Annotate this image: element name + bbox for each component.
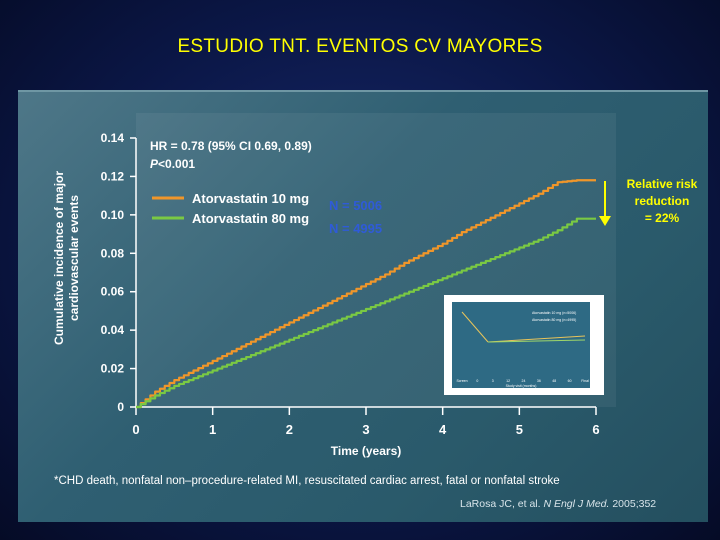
x-tick-label: 5 [516, 422, 523, 437]
y-tick-label: 0.14 [101, 131, 125, 145]
citation: LaRosa JC, et al. N Engl J Med. 2005;352 [460, 498, 656, 510]
hr-text: HR = 0.78 (95% CI 0.69, 0.89) [150, 139, 312, 153]
legend-n-10mg: N = 5006 [329, 198, 382, 213]
inset-x-tick-label: 3 [492, 379, 494, 383]
y-tick-label: 0 [117, 400, 124, 414]
y-tick-label: 0.10 [101, 208, 125, 222]
x-axis-label: Time (years) [331, 444, 401, 458]
inset-x-tick-label: 12 [506, 379, 510, 383]
citation-journal: N Engl J Med. [543, 498, 610, 510]
inset-x-tick-label: 24 [522, 379, 526, 383]
legend-label-10mg: Atorvastatin 10 mg [192, 191, 309, 206]
inset-series-10mg [461, 311, 489, 343]
x-tick-label: 2 [286, 422, 293, 437]
p-value-text: P<0.001 [150, 157, 195, 171]
x-tick-label: 3 [362, 422, 369, 437]
inset-legend-10mg: Atorvastatin 10 mg (n=5006) [532, 311, 576, 315]
inset-x-tick-label: 36 [537, 379, 541, 383]
inset-plot-bg [452, 302, 590, 388]
x-tick-label: 6 [592, 422, 599, 437]
rrr-text-line3: = 22% [645, 211, 680, 225]
legend-label-80mg: Atorvastatin 80 mg [192, 211, 309, 226]
rrr-text-line1: Relative risk [627, 177, 698, 191]
inset-x-tick-label: 48 [552, 379, 556, 383]
rrr-arrow-head [599, 216, 611, 226]
citation-year: 2005;352 [612, 498, 657, 510]
axis-ticks: 00.020.040.060.080.100.120.140 1 2 3 4 5 6 [101, 131, 600, 437]
citation-authors: LaRosa JC, et al. [460, 498, 541, 510]
y-axis-label-line1: Cumulative incidence of major [52, 171, 66, 345]
inset-x-tick-label: 0 [476, 379, 478, 383]
y-tick-label: 0.06 [101, 285, 125, 299]
x-tick-label: 4 [439, 422, 447, 437]
inset-series-10mg-flat [487, 335, 586, 343]
inset-x-tick-label: 60 [568, 379, 572, 383]
inset-x-ticks: Screen 0 3 12 24 36 48 60 Final [456, 379, 589, 383]
inset-x-label: Study visit (months) [506, 384, 537, 388]
series-line-80mg [136, 217, 596, 409]
y-tick-label: 0.08 [101, 246, 125, 260]
footnote: *CHD death, nonfatal non–procedure-relat… [54, 475, 560, 487]
x-tick-label: 0 [132, 422, 139, 437]
series-line-10mg [136, 179, 596, 409]
series-lines [136, 179, 596, 409]
legend-n-80mg: N = 4995 [329, 221, 382, 236]
inset-x-tick-label: Final [581, 379, 589, 383]
inset-chart: Atorvastatin 10 mg (n=5006) Atorvastatin… [444, 295, 604, 395]
p-value-rest: <0.001 [158, 157, 195, 171]
inset-x-tick-label: Screen [456, 379, 467, 383]
p-value-italic: P [150, 157, 159, 171]
x-tick-label: 1 [209, 422, 216, 437]
y-tick-label: 0.12 [101, 169, 125, 183]
rrr-text-line2: reduction [635, 194, 690, 208]
inset-series-80mg [487, 339, 586, 343]
y-tick-label: 0.04 [101, 323, 125, 337]
y-tick-label: 0.02 [101, 362, 125, 376]
inset-legend-80mg: Atorvastatin 80 mg (n=4995) [532, 318, 576, 322]
slide-title: ESTUDIO TNT. EVENTOS CV MAYORES [177, 36, 543, 57]
y-axis-label-line2: cardiovascular events [67, 195, 81, 321]
